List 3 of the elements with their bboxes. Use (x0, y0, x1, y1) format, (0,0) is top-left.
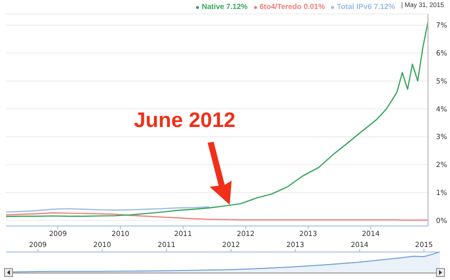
line-series (6, 212, 428, 221)
line-series (6, 21, 428, 218)
annotation: June 2012 (134, 108, 236, 132)
